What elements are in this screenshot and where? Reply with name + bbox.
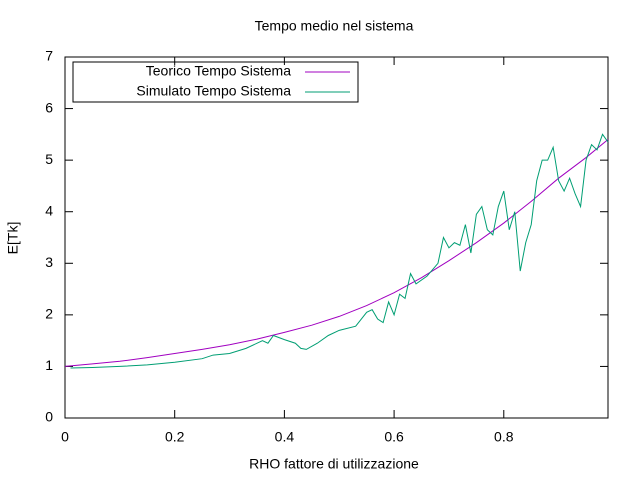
x-tick-label: 0 xyxy=(61,429,69,445)
x-tick-label: 0.2 xyxy=(165,429,185,445)
y-tick-label: 1 xyxy=(45,357,53,373)
legend-box xyxy=(72,61,359,103)
x-tick-label: 0.8 xyxy=(494,429,514,445)
y-tick-label: 4 xyxy=(45,202,53,218)
x-tick-label: 0.6 xyxy=(384,429,404,445)
chart-title: Tempo medio nel sistema xyxy=(255,18,414,34)
series-line xyxy=(70,133,609,369)
legend-label: Simulato Tempo Sistema xyxy=(136,83,291,99)
y-tick-label: 0 xyxy=(45,409,53,425)
series-line xyxy=(64,139,609,367)
y-tick-label: 2 xyxy=(45,306,53,322)
y-tick-label: 6 xyxy=(45,99,53,115)
legend-label: Teorico Tempo Sistema xyxy=(146,63,291,79)
y-tick-label: 3 xyxy=(45,254,53,270)
y-tick-label: 5 xyxy=(45,151,53,167)
y-axis-label: E[Tk] xyxy=(5,222,21,255)
y-tick-label: 7 xyxy=(45,48,53,64)
x-axis-label: RHO fattore di utilizzazione xyxy=(249,456,419,472)
plot-frame xyxy=(64,56,609,419)
x-tick-label: 0.4 xyxy=(275,429,295,445)
